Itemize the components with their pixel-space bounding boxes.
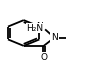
- Text: N: N: [51, 33, 58, 42]
- Text: N: N: [36, 22, 43, 31]
- Text: H₂N: H₂N: [27, 24, 44, 33]
- Text: O: O: [40, 53, 47, 62]
